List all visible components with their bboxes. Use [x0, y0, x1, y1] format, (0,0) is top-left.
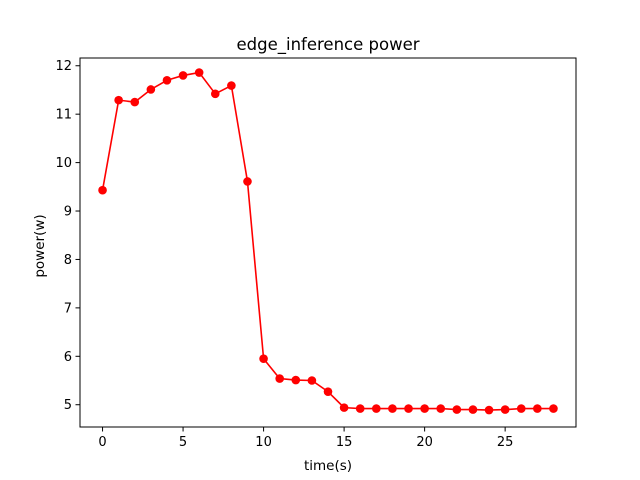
plot-frame: [79, 57, 577, 428]
data-point: [291, 375, 301, 385]
data-point: [484, 405, 494, 415]
x-axis-label: time(s): [304, 458, 352, 474]
data-point: [372, 404, 381, 413]
x-tick-label: 15: [336, 435, 353, 450]
y-tick-label: 10: [55, 156, 72, 171]
data-point: [178, 71, 188, 80]
data-point: [275, 374, 284, 383]
data-point: [98, 185, 107, 195]
data-point: [323, 387, 333, 396]
data-point: [210, 89, 220, 99]
x-tick-label: 0: [98, 435, 106, 450]
x-tick-label: 25: [497, 435, 514, 450]
y-tick-label: 11: [55, 108, 72, 123]
y-tick-label: 7: [64, 301, 72, 316]
x-tick-label: 20: [416, 435, 433, 450]
data-point: [355, 404, 365, 413]
data-point: [114, 95, 123, 105]
y-tick-label: 6: [64, 350, 72, 365]
data-point: [162, 75, 172, 85]
data-point: [549, 404, 558, 413]
data-point: [420, 404, 429, 413]
data-point: [452, 405, 462, 414]
axes: 0 5 10 15 20 25 5 6 7 8 9 10 11 12: [55, 57, 577, 450]
data-point: [146, 85, 156, 94]
data-point: [436, 404, 446, 413]
y-tick-label: 8: [64, 253, 72, 268]
y-tick-label: 12: [55, 59, 72, 74]
data-point: [388, 404, 397, 413]
data-point: [339, 403, 349, 412]
data-point: [130, 97, 140, 107]
chart-title: edge_inference power: [237, 35, 420, 55]
y-tick-label: 5: [64, 398, 72, 413]
data-point: [243, 177, 252, 186]
plot-area: [98, 68, 558, 415]
data-point: [516, 404, 526, 413]
x-tick-label: 10: [255, 435, 272, 450]
data-point: [194, 68, 204, 77]
data-point: [468, 405, 478, 414]
y-axis-label: power(w): [32, 214, 48, 277]
data-point: [404, 404, 413, 413]
data-point: [307, 376, 317, 385]
data-point: [500, 405, 510, 414]
data-point: [533, 404, 542, 413]
data-point: [227, 81, 236, 90]
y-tick-label: 9: [64, 205, 72, 220]
x-tick-label: 5: [179, 435, 187, 450]
data-point: [259, 354, 268, 364]
